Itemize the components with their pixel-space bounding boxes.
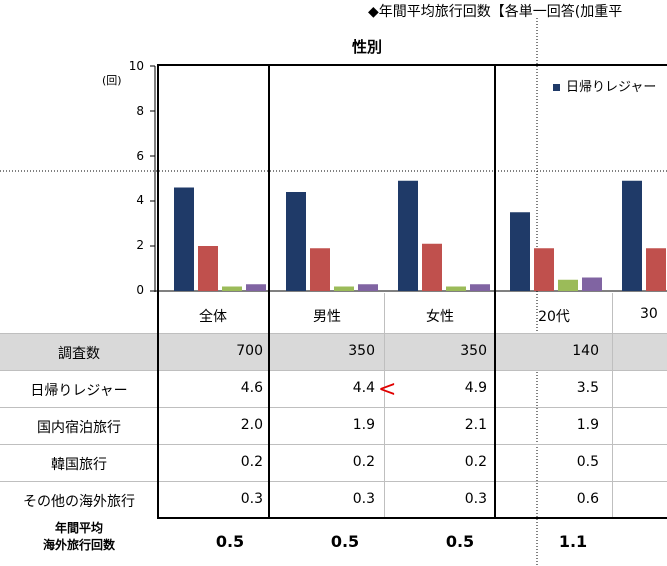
bar [358,284,378,291]
table-line [0,370,667,371]
table-cell: 4.6 [240,380,263,396]
row-label: その他の海外旅行 [23,494,135,510]
column-header: 30 [640,306,658,322]
column-border-gender [268,64,496,519]
legend: 日帰りレジャー [553,76,656,95]
column-header: 男性 [313,309,341,325]
avg-value: 1.1 [558,532,588,551]
y-tick-label: 2 [136,238,144,252]
table-cell: 0.6 [576,491,599,507]
avg-label: 年間平均 海外旅行回数 [0,520,158,554]
table-line [0,407,667,408]
table-cell: 0.3 [352,491,375,507]
table-cell: 0.5 [576,454,599,470]
y-tick-label: 10 [128,59,144,73]
bar [558,279,578,291]
bar [222,286,242,291]
table-cell: 2.1 [464,417,487,433]
bar [582,277,602,291]
bar [534,248,554,291]
bar [174,187,194,291]
table-cell: 140 [572,343,599,359]
table-line [384,293,385,517]
table-cell: 0.2 [464,454,487,470]
bar [622,180,642,291]
row-label: 国内宿泊旅行 [37,420,121,436]
bar [646,248,666,291]
bar [198,246,218,291]
table-cell: 350 [460,343,487,359]
group-label: 性別 [352,38,383,56]
table-cell: 700 [236,343,263,359]
y-tick-label: 4 [136,193,144,207]
row-label: 調査数 [58,346,100,362]
table-line [0,481,667,482]
highlight-arrow-icon: < [378,377,397,402]
row-label: 日帰りレジャー [30,383,128,399]
table-line [0,333,667,334]
y-tick-label: 0 [136,283,144,297]
table-cell: 1.9 [352,417,375,433]
avg-value: 0.5 [215,532,245,551]
table-line [612,293,613,517]
legend-swatch [553,84,560,91]
avg-label-line1: 年間平均 [54,521,103,535]
bar [246,284,266,291]
column-border-age [494,64,667,519]
y-tick-label: 6 [136,149,144,163]
avg-label-line2: 海外旅行回数 [42,538,115,552]
avg-value: 0.5 [330,532,360,551]
bar [510,212,530,291]
table-cell: 0.3 [240,491,263,507]
row-label: 韓国旅行 [51,457,107,473]
bar [470,284,490,291]
column-header: 女性 [426,309,454,325]
table-cell: 0.3 [464,491,487,507]
table-cell: 350 [348,343,375,359]
table-cell: 2.0 [240,417,263,433]
table-cell: 4.4 [352,380,375,396]
table-cell: 0.2 [352,454,375,470]
sample-size-row-bg [0,333,667,370]
table-cell: 3.5 [576,380,599,396]
bar [398,180,418,291]
unit-label: (回) [102,74,122,87]
column-header: 全体 [199,309,227,325]
avg-value: 0.5 [445,532,475,551]
page-title: ◆年間平均旅行回数【各単一回答(加重平 [368,4,623,20]
table-cell: 0.2 [240,454,263,470]
table-cell: 4.9 [464,380,487,396]
table-line [0,444,667,445]
bar [334,286,354,291]
table-cell: 1.9 [576,417,599,433]
bar [446,286,466,291]
y-tick-label: 8 [136,104,144,118]
legend-label: 日帰りレジャー [566,80,657,95]
bar [310,248,330,291]
bar [422,243,442,291]
column-header: 20代 [538,309,570,325]
column-border-total [157,64,270,519]
bar [286,192,306,291]
